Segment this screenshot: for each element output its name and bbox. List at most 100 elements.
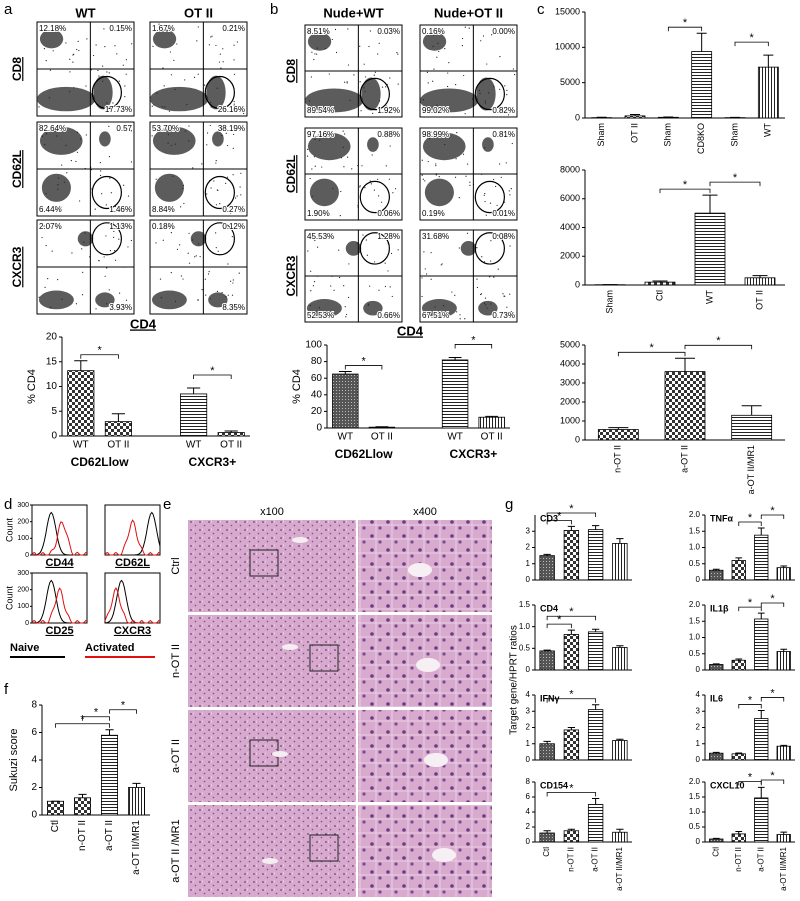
x-tick-label: a-OT II/MR1 <box>746 445 756 494</box>
cell-population <box>476 77 496 111</box>
event-dot <box>57 184 59 186</box>
significance-bracket <box>667 26 703 32</box>
bar <box>709 569 724 581</box>
event-dot <box>169 51 172 53</box>
event-dot <box>440 132 442 134</box>
vessel <box>262 858 278 864</box>
event-dot <box>330 285 332 287</box>
vessel <box>424 753 448 767</box>
y-tick-label: 0 <box>51 431 57 442</box>
event-dot <box>311 195 313 197</box>
y-tick-label: 100 <box>17 603 29 610</box>
error-bar <box>616 538 624 544</box>
event-dot <box>222 48 224 50</box>
quadrant-percent: 0.19% <box>422 209 445 218</box>
x-tick-label: Sham <box>663 123 673 147</box>
y-tick-label: 6000 <box>560 193 580 203</box>
event-dot <box>52 30 54 32</box>
event-dot <box>159 278 162 280</box>
x-tick-label: n-OT II <box>613 445 623 473</box>
event-dot <box>480 40 482 42</box>
event-dot <box>231 236 233 238</box>
x-tick-label: a-OT II <box>591 847 600 872</box>
event-dot <box>57 278 59 281</box>
flow-y-label: CD62L <box>10 150 24 188</box>
event-dot <box>38 106 40 108</box>
event-dot <box>182 187 184 189</box>
event-dot <box>216 189 218 191</box>
quadrant-percent: 38.19% <box>218 124 245 133</box>
event-dot <box>230 280 232 282</box>
cell-population <box>421 299 457 318</box>
y-tick-label: 8 <box>31 700 37 711</box>
quadrant-percent: 2.07% <box>39 222 62 231</box>
bar <box>744 277 776 286</box>
event-dot <box>215 247 217 249</box>
y-tick-label: 200 <box>17 519 29 526</box>
bar <box>539 650 555 671</box>
gate-circle <box>474 232 505 265</box>
error-bar <box>543 553 551 556</box>
bar <box>74 797 92 816</box>
error-bar <box>752 275 768 278</box>
flow-y-label: CD62L <box>284 155 298 193</box>
event-dot <box>502 293 504 295</box>
event-dot <box>377 53 379 55</box>
error-bar <box>712 663 720 665</box>
significance-bracket <box>709 181 761 187</box>
x-tick-label: WT <box>186 440 202 451</box>
event-dot <box>41 135 44 137</box>
event-dot <box>493 178 495 181</box>
quadrant-percent: 0.12% <box>222 222 245 231</box>
y-tick-label: 0 <box>25 620 29 627</box>
bar <box>776 567 791 581</box>
event-dot <box>511 142 513 145</box>
y-tick-label: 2 <box>526 723 531 732</box>
event-dot <box>72 54 74 56</box>
y-tick-label: 2000 <box>560 396 580 406</box>
event-dot <box>498 28 501 30</box>
bar <box>47 800 65 816</box>
cell-population <box>151 290 187 310</box>
event-dot <box>510 188 512 190</box>
cell-population <box>206 75 226 110</box>
event-dot <box>307 148 309 150</box>
event-dot <box>61 164 63 166</box>
event-dot <box>63 181 65 183</box>
event-dot <box>69 71 71 73</box>
quadrant-percent: 52.53% <box>307 311 334 320</box>
vessel <box>282 644 298 650</box>
event-dot <box>222 61 224 63</box>
event-dot <box>421 277 423 279</box>
quadrant-percent: 1.46% <box>109 205 132 214</box>
event-dot <box>85 134 87 136</box>
event-dot <box>194 256 196 258</box>
x-tick-label: n-OT II <box>734 847 743 872</box>
event-dot <box>462 153 465 155</box>
event-dot <box>310 290 312 292</box>
event-dot <box>211 35 213 37</box>
x-tick-label: Sham <box>604 290 614 314</box>
significance-star: * <box>716 335 721 347</box>
vessel <box>416 658 440 672</box>
quadrant-percent: 99.02% <box>422 106 449 115</box>
quadrant-percent: 8.84% <box>152 205 175 214</box>
event-dot <box>118 238 120 240</box>
event-dot <box>192 167 194 169</box>
event-dot <box>359 185 361 187</box>
x-tick-label: a-OT II <box>679 445 689 473</box>
event-dot <box>493 85 495 88</box>
event-dot <box>385 165 387 167</box>
event-dot <box>216 290 219 293</box>
y-tick-label: 2.0 <box>689 600 701 609</box>
event-dot <box>424 180 426 182</box>
event-dot <box>182 278 184 280</box>
error-bar <box>591 628 600 632</box>
event-dot <box>123 105 125 107</box>
event-dot <box>459 314 461 316</box>
event-dot <box>489 202 492 204</box>
event-dot <box>219 203 221 205</box>
event-dot <box>75 160 77 163</box>
cell-population <box>38 290 74 310</box>
